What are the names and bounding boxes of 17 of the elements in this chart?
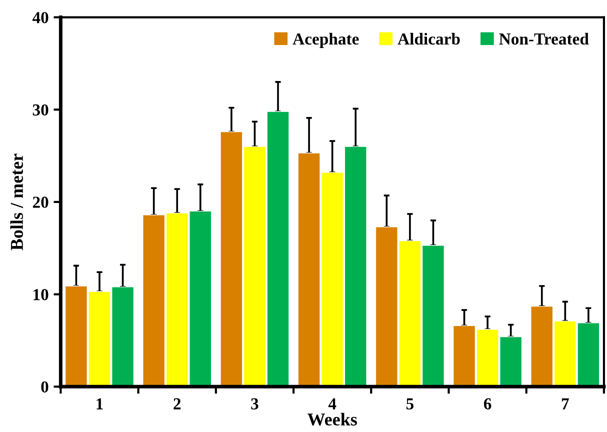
x-tick-label: 2 xyxy=(174,398,181,410)
y-tick-label: 40 xyxy=(32,12,48,24)
x-tick-label: 5 xyxy=(406,398,414,410)
y-tick-label: 20 xyxy=(32,196,48,208)
x-tick-label: 7 xyxy=(562,398,569,410)
x-tick-label: 6 xyxy=(484,398,492,410)
x-tick-label: 4 xyxy=(328,398,336,410)
y-tick-label: 30 xyxy=(32,104,48,116)
legend-label: Acephate xyxy=(292,32,359,48)
legend-label: Non-Treated xyxy=(499,32,589,45)
x-axis-title: Weeks xyxy=(308,412,357,426)
y-axis-title: Bolls / meter xyxy=(10,154,24,250)
x-tick-label: 1 xyxy=(96,398,103,410)
y-tick-label: 0 xyxy=(41,381,48,393)
x-tick-label: 3 xyxy=(251,398,258,410)
y-tick-label: 10 xyxy=(34,289,48,300)
legend-label: Aldicarb xyxy=(398,32,460,45)
